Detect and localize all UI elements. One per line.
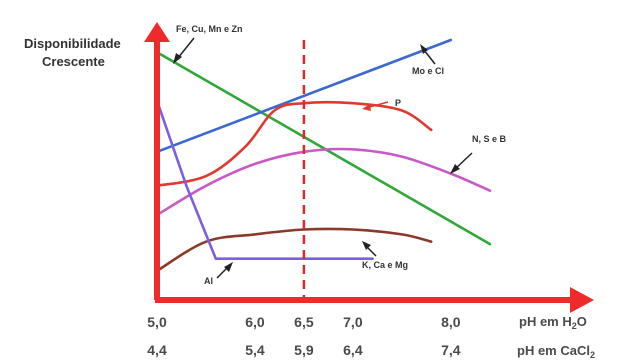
tick-labels-h2o: 5,0 6,0 6,5 7,0 8,0: [147, 314, 460, 330]
x-axis-label-cacl: pH em CaCl2: [517, 343, 595, 360]
series-line-n-s-e-b: [155, 147, 492, 217]
annotation-n-s-b-arrowhead: [450, 164, 460, 174]
x-axis-label-h2o-sub: 2: [572, 321, 577, 331]
tick-labels-cacl: 4,4 5,4 5,9 6,4 7,4: [147, 342, 460, 358]
annotation-fe-cu-mn-zn-arrow: [177, 37, 195, 59]
series-line-mo-e-cl: [155, 38, 453, 154]
annotation-fe-cu-mn-zn-arrowhead: [173, 53, 182, 64]
annotation-al-arrowhead: [224, 262, 233, 272]
annotation-mo-cl: Mo e Cl: [412, 44, 444, 76]
series-line-k-ca-e-mg: [155, 227, 433, 273]
annotation-mo-cl-text: Mo e Cl: [412, 66, 444, 76]
tick-label-cacl-6-4: 6,4: [343, 342, 363, 358]
tick-label-cacl-7-4: 7,4: [441, 342, 461, 358]
annotation-k-ca-mg-arrowhead: [362, 241, 371, 250]
series-line-fe-cu-mn-e-zn: [155, 50, 492, 246]
annotation-al: Al: [204, 262, 233, 286]
annotation-k-ca-mg-text: K, Ca e Mg: [362, 260, 408, 270]
annotation-p-text: P: [395, 98, 401, 108]
tick-label-cacl-5-9: 5,9: [294, 342, 314, 358]
tick-label-cacl-4-4: 4,4: [147, 342, 167, 358]
tick-label-h2o-8-0: 8,0: [441, 314, 461, 330]
annotation-fe-cu-mn-zn: Fe, Cu, Mn e Zn: [173, 24, 243, 64]
annotation-p-arrowhead: [362, 104, 371, 111]
tick-label-cacl-5-4: 5,4: [245, 342, 265, 358]
tick-label-h2o-7-0: 7,0: [343, 314, 363, 330]
annotation-fe-cu-mn-zn-text: Fe, Cu, Mn e Zn: [176, 24, 243, 34]
annotation-mo-cl-arrowhead: [420, 44, 428, 54]
series-line-p: [155, 101, 433, 188]
annotation-al-text: Al: [204, 276, 213, 286]
annotation-p: P: [362, 98, 401, 111]
annotation-n-s-b-text: N, S e B: [472, 134, 507, 144]
annotation-mo-cl-arrow: [423, 49, 436, 65]
series-line-al: [155, 99, 374, 260]
x-axis-label-h2o: pH em H2O: [519, 314, 587, 331]
tick-label-h2o-5-0: 5,0: [147, 314, 167, 330]
y-axis-arrowhead: [144, 22, 170, 42]
tick-label-h2o-6-0: 6,0: [245, 314, 265, 330]
annotation-k-ca-mg: K, Ca e Mg: [362, 241, 408, 270]
axes: [144, 22, 594, 313]
series-group: [155, 38, 492, 273]
y-axis-label-line2: Crescente: [42, 54, 105, 69]
y-axis-label-line1: Disponibilidade: [24, 36, 121, 51]
x-axis-arrowhead: [570, 287, 594, 313]
annotation-n-s-b: N, S e B: [450, 134, 507, 174]
tick-label-h2o-6-5: 6,5: [294, 314, 314, 330]
x-axis-label-cacl-sub: 2: [590, 350, 595, 360]
